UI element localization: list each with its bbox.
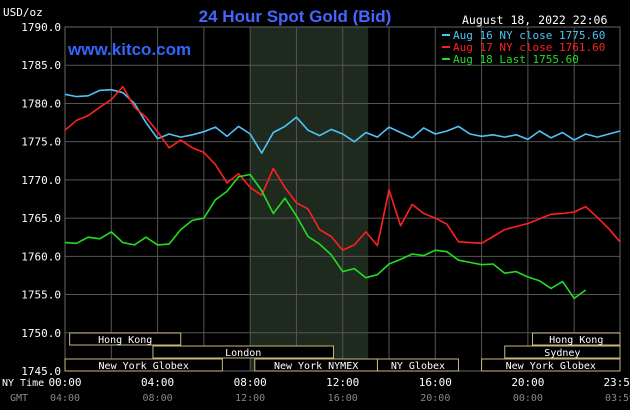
y-tick-label: 1755.0 <box>21 289 61 302</box>
chart-title: 24 Hour Spot Gold (Bid) <box>199 7 392 26</box>
x-tick-label-ny: 00:00 <box>48 376 81 389</box>
price-line-series-2 <box>64 173 587 300</box>
grid-layer <box>64 26 621 372</box>
session-label: London <box>225 348 261 359</box>
y-tick-label: 1785.0 <box>21 59 61 72</box>
x-tick-label-ny: 20:00 <box>511 376 544 389</box>
ny-time-row-label: NY Time <box>2 378 44 389</box>
x-tick-label-ny: 08:00 <box>234 376 267 389</box>
y-tick-label: 1770.0 <box>21 174 61 187</box>
session-label: Hong Kong <box>549 335 603 346</box>
y-tick-label: 1775.0 <box>21 136 61 149</box>
session-label: Hong Kong <box>98 335 152 346</box>
x-tick-label-gmt: 08:00 <box>143 393 173 404</box>
kitco-watermark: www.kitco.com <box>67 40 191 59</box>
x-tick-label-ny: 16:00 <box>419 376 452 389</box>
legend-entry-aug17: Aug 17 NY close 1761.60 <box>453 41 605 54</box>
session-label: New York Globex <box>506 361 596 372</box>
y-tick-label: 1765.0 <box>21 212 61 225</box>
x-tick-label-gmt: 16:00 <box>328 393 358 404</box>
session-label: New York NYMEX <box>274 361 358 372</box>
x-tick-label-gmt: 12:00 <box>235 393 265 404</box>
session-bar <box>64 358 223 372</box>
y-tick-label: 1745.0 <box>21 365 61 378</box>
session-bar <box>504 345 621 359</box>
y-tick-label: 1790.0 <box>21 21 61 34</box>
chart-timestamp: August 18, 2022 22:06 <box>462 13 607 27</box>
legend-entry-aug16: Aug 16 NY close 1775.60 <box>453 29 605 42</box>
session-label: Sydney <box>544 348 580 359</box>
session-bar <box>532 332 621 346</box>
y-tick-label: 1760.0 <box>21 250 61 263</box>
session-bar <box>376 358 459 372</box>
x-tick-label-gmt: 04:00 <box>50 393 80 404</box>
y-tick-label: 1750.0 <box>21 327 61 340</box>
price-series <box>64 85 621 300</box>
price-line-series-1 <box>64 85 621 251</box>
gmt-row-label: GMT <box>10 393 28 404</box>
x-tick-label-gmt: 03:59 <box>605 393 630 404</box>
nymex-shaded-band <box>250 27 369 371</box>
market-sessions: Hong Kong London New York Globex New York N… <box>64 332 621 372</box>
session-label: New York Globex <box>99 361 189 372</box>
axis-labels: 1790.0 1785.0 1780.0 1775.0 1770.0 1765.0 1760… <box>21 21 630 404</box>
session-label: NY Globex <box>391 361 445 372</box>
unit-label: USD/oz <box>3 6 43 19</box>
x-tick-label-ny: 23:59 <box>603 376 630 389</box>
x-tick-label-ny: 04:00 <box>141 376 174 389</box>
x-tick-label-gmt: 20:00 <box>420 393 450 404</box>
x-tick-label-gmt: 00:00 <box>513 393 543 404</box>
session-bar <box>481 358 621 372</box>
price-line-series-0 <box>64 88 621 154</box>
session-bar <box>69 332 182 346</box>
legend: Aug 16 NY close 1775.60 Aug 17 NY close … <box>442 29 605 66</box>
y-tick-label: 1780.0 <box>21 97 61 110</box>
session-bar <box>152 345 334 359</box>
legend-entry-aug18: Aug 18 Last 1755.60 <box>453 53 579 66</box>
x-tick-label-ny: 12:00 <box>326 376 359 389</box>
